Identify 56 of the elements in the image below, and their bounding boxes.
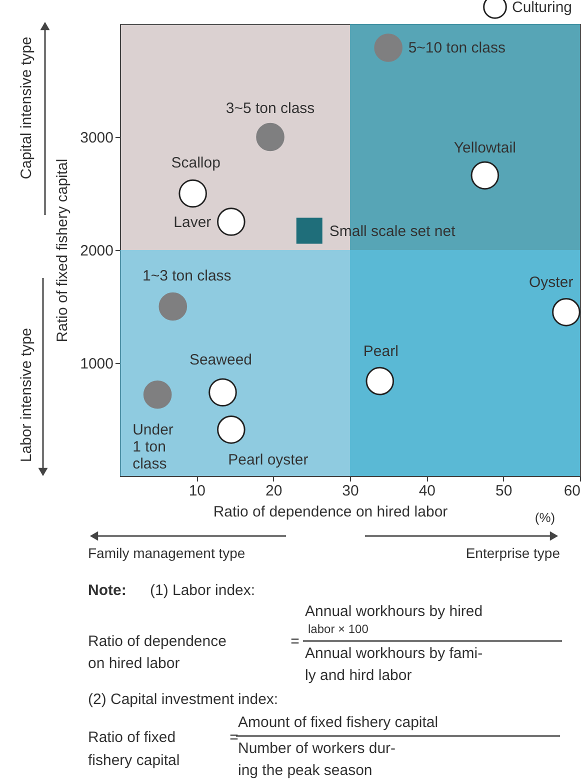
annotation: 1~3 ton class — [142, 268, 232, 284]
text: ing the peak season — [238, 762, 372, 779]
point — [296, 218, 322, 244]
text: Note: — [88, 582, 126, 599]
y-tick-label: 2000 — [80, 242, 114, 260]
point — [217, 208, 246, 236]
annotation: 5~10 ton class — [408, 40, 506, 57]
text: Amount of fixed fishery capital — [238, 714, 438, 731]
annotation: Seaweed — [189, 351, 252, 368]
text: (%) — [534, 510, 556, 525]
text: = — [290, 633, 300, 650]
x-axis-title: Ratio of dependence on hired labor — [213, 504, 448, 520]
x-tick-label: 50 — [495, 482, 512, 500]
x-tick-label: 40 — [418, 482, 436, 500]
text: Labor intensive type — [18, 328, 35, 462]
point — [366, 366, 394, 396]
point — [208, 378, 237, 407]
annotation: Yellowtail — [454, 139, 516, 156]
x-tick-label: 30 — [342, 482, 359, 500]
text: Ratio of dependence — [88, 633, 226, 650]
x-tick-label: 10 — [188, 482, 206, 500]
annotation: Laver — [174, 214, 212, 231]
point — [552, 298, 580, 326]
text: Capital intensive type — [18, 36, 35, 180]
text: Annual workhours by fami- — [305, 645, 483, 662]
text: labor × 100 — [308, 622, 369, 636]
text: ly and hird labor — [305, 667, 412, 684]
text: on hired labor — [88, 655, 180, 672]
point — [143, 380, 172, 409]
text: = — [230, 729, 239, 746]
point — [158, 292, 188, 321]
text: Family management type — [88, 545, 246, 561]
text: (2) Capital investment index: — [88, 691, 278, 708]
point — [256, 122, 284, 152]
legend-label: Culturing — [512, 0, 572, 16]
point — [374, 34, 402, 62]
point — [470, 161, 500, 190]
y-tick-label: 1000 — [80, 356, 114, 372]
text: Ratio of fixed — [88, 729, 176, 746]
text: Number of workers dur- — [238, 740, 396, 757]
text: Annual workhours by hired — [305, 603, 483, 620]
x-tick-label: 20 — [265, 482, 282, 500]
annotation: Pearl — [363, 343, 398, 360]
text: fishery capital — [88, 752, 180, 769]
point — [178, 179, 207, 208]
point — [217, 416, 246, 444]
y-axis-title: Ratio of fixed fishery capital — [54, 158, 72, 342]
text: Enterprise type — [466, 545, 560, 561]
annotation: Under 1 ton class — [132, 422, 174, 473]
annotation: 3~5 ton class — [226, 100, 315, 117]
annotation: Pearl oyster — [228, 452, 308, 469]
annotation: Oyster — [529, 274, 574, 292]
y-tick-label: 3000 — [80, 130, 114, 146]
text: (1) Labor index: — [150, 582, 256, 599]
x-tick-label: 60 — [564, 482, 580, 500]
annotation: Scallop — [171, 154, 220, 172]
